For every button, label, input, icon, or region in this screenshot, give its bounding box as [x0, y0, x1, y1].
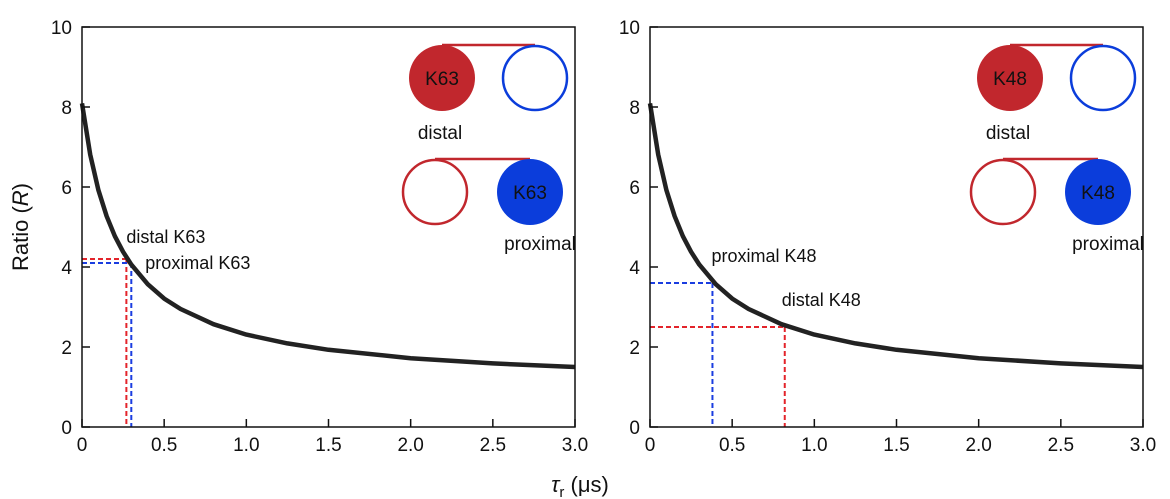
curve	[79, 103, 576, 370]
curve	[647, 103, 1144, 370]
plot-frame	[649, 26, 1144, 428]
x-tick-label: 2.5	[1048, 435, 1074, 456]
ubiquitin-filled	[497, 159, 563, 225]
ubiquitin-filled	[409, 45, 475, 111]
marker-label: distal K48	[782, 290, 861, 310]
y-label-text: Ratio (	[8, 206, 33, 271]
ubiquitin-filled	[1065, 159, 1131, 225]
y-tick-label: 10	[619, 18, 640, 39]
y-tick-label: 0	[61, 418, 72, 439]
x-tick-label: 1.0	[801, 435, 827, 456]
x-tick-label: 0.5	[151, 435, 177, 456]
x-tick-label: 1.0	[233, 435, 259, 456]
y-label-text: )	[8, 183, 33, 190]
marker-label: proximal K48	[711, 246, 816, 266]
y-tick-label: 6	[629, 178, 640, 199]
x-tick-label: 1.5	[315, 435, 341, 456]
inset-caption: distal	[986, 123, 1030, 144]
y-label-symbol: R	[8, 190, 33, 206]
y-tick-label: 2	[629, 338, 640, 359]
y-tick-label: 8	[61, 98, 72, 119]
x-tick-label: 3.0	[562, 435, 588, 456]
y-tick-label: 6	[61, 178, 72, 199]
y-tick-label: 4	[61, 258, 72, 279]
ubiquitin-hollow	[501, 44, 569, 112]
x-tick-label: 2.0	[965, 435, 991, 456]
x-tick-label: 2.0	[397, 435, 423, 456]
marker-label: proximal K63	[145, 253, 250, 273]
x-tick-label: 2.5	[480, 435, 506, 456]
inset-label: K63	[513, 183, 547, 204]
y-tick-label: 10	[51, 18, 72, 39]
inset-label: K63	[425, 69, 459, 90]
inset-caption: distal	[418, 123, 462, 144]
x-label-subscript: r	[559, 484, 564, 499]
inset-caption: proximal	[1072, 234, 1144, 255]
ubiquitin-hollow	[969, 158, 1037, 226]
x-tick-label: 3.0	[1130, 435, 1156, 456]
ubiquitin-filled	[977, 45, 1043, 111]
inset-label: K48	[1081, 183, 1115, 204]
inset-label: K48	[993, 69, 1027, 90]
y-tick-label: 8	[629, 98, 640, 119]
y-tick-label: 4	[629, 258, 640, 279]
x-tick-label: 0	[77, 435, 88, 456]
x-tick-label: 1.5	[883, 435, 909, 456]
x-tick-label: 0.5	[719, 435, 745, 456]
x-tick-label: 0	[645, 435, 656, 456]
y-tick-label: 0	[629, 418, 640, 439]
x-label-symbol: τ	[551, 472, 561, 497]
y-axis-label: Ratio (R)	[8, 183, 33, 271]
x-axis-label: τr (μs)	[551, 472, 609, 499]
y-tick-label: 2	[61, 338, 72, 359]
marker-label: distal K63	[126, 227, 205, 247]
ubiquitin-hollow	[1069, 44, 1137, 112]
ubiquitin-hollow	[401, 158, 469, 226]
inset-caption: proximal	[504, 234, 576, 255]
x-label-unit: (μs)	[564, 472, 608, 497]
